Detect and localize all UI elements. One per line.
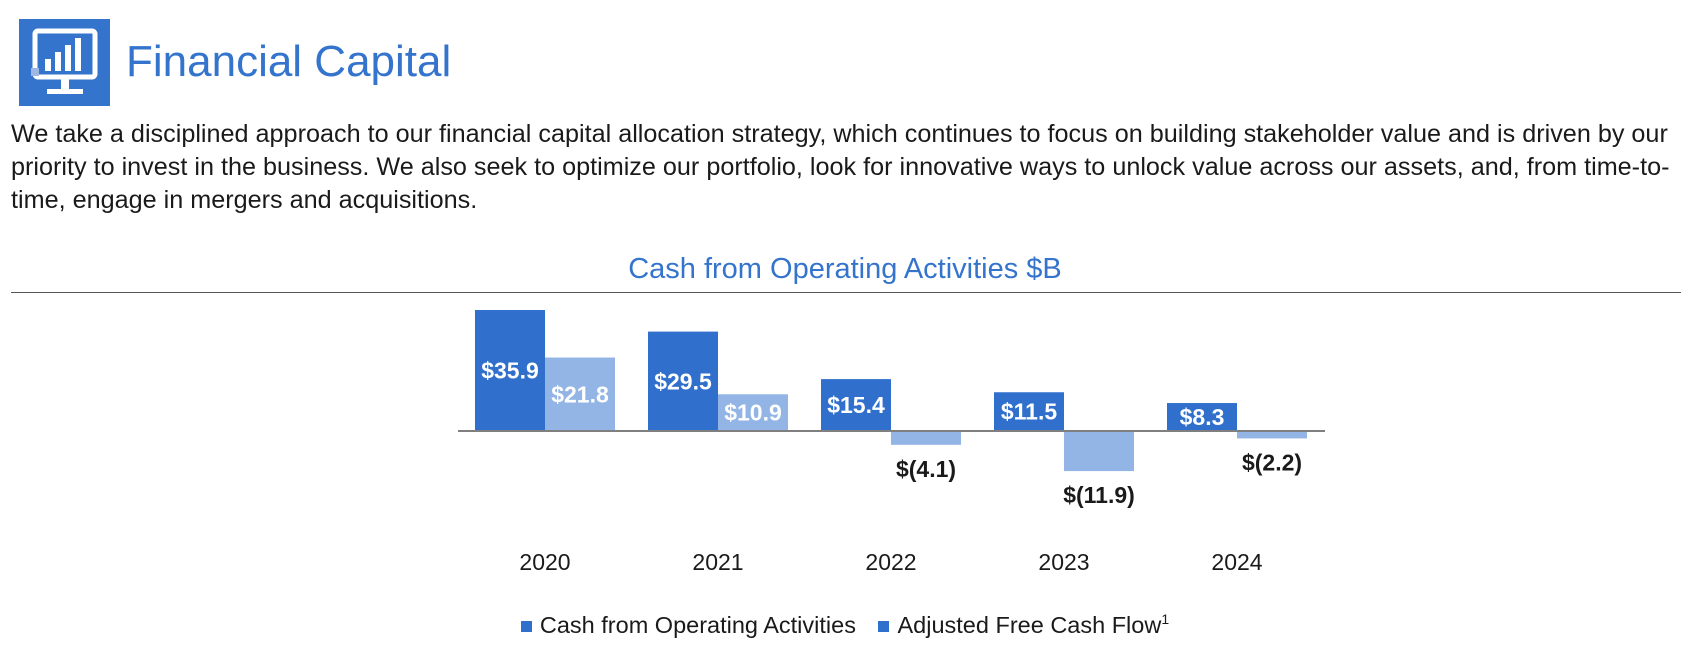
x-tick-label-2022: 2022: [865, 549, 916, 575]
footnote-marker: 1: [1161, 611, 1170, 627]
bar-cash-operating-2020: [475, 310, 545, 431]
bar-cash-operating-2024: [1167, 403, 1237, 431]
bar-adjusted-fcf-2022: [891, 431, 961, 445]
data-label-adjusted-fcf-2023: $(11.9): [1063, 482, 1135, 508]
chart-title: Cash from Operating Activities $B: [628, 253, 1062, 285]
page-title: Financial Capital: [126, 37, 452, 86]
data-label-adjusted-fcf-2024: $(2.2): [1242, 449, 1302, 475]
bar-cash-operating-2021: [648, 331, 718, 431]
cash-flow-chart: $35.9 $21.8 2020 $29.5 $10.9 2021 $15.4 $(4.1) 2…: [458, 310, 1325, 575]
legend-label-adjusted-fcf: Adjusted Free Cash Flow: [897, 612, 1162, 638]
bar-cash-operating-2023: [994, 392, 1064, 431]
bar-adjusted-fcf-2021: [718, 394, 788, 431]
bar-cash-operating-2022: [821, 379, 891, 431]
intro-paragraph: We take a disciplined approach to our fi…: [11, 120, 1670, 214]
data-label-adjusted-fcf-2022: $(4.1): [896, 456, 956, 482]
data-label-cash-operating-2024: $8.3: [1180, 404, 1225, 430]
legend-swatch-cash-operating: [520, 621, 532, 632]
data-label-adjusted-fcf-2020: $21.8: [551, 381, 609, 407]
legend-item-adjusted-fcf: Adjusted Free Cash Flow1: [878, 612, 1169, 638]
data-label-adjusted-fcf-2021: $10.9: [724, 400, 782, 426]
chart-legend: Cash from Operating Activities Adjusted …: [0, 612, 1690, 638]
x-tick-label-2021: 2021: [692, 549, 743, 575]
x-tick-label-2023: 2023: [1038, 549, 1089, 575]
x-tick-label-2020: 2020: [519, 549, 570, 575]
data-label-cash-operating-2022: $15.4: [827, 392, 885, 418]
legend-item-cash-operating: Cash from Operating Activities: [520, 612, 856, 638]
legend-swatch-adjusted-fcf: [878, 621, 890, 632]
title-divider: [11, 292, 1681, 293]
legend-label-cash-operating: Cash from Operating Activities: [539, 612, 856, 638]
bar-adjusted-fcf-2023: [1064, 431, 1134, 472]
data-label-cash-operating-2020: $35.9: [481, 358, 539, 384]
data-label-cash-operating-2023: $11.5: [1001, 399, 1057, 425]
x-tick-label-2024: 2024: [1211, 549, 1262, 575]
data-label-cash-operating-2021: $29.5: [654, 368, 712, 394]
monitor-chart-icon: [19, 19, 110, 106]
bar-adjusted-fcf-2020: [545, 357, 615, 431]
bar-adjusted-fcf-2024: [1237, 431, 1307, 439]
